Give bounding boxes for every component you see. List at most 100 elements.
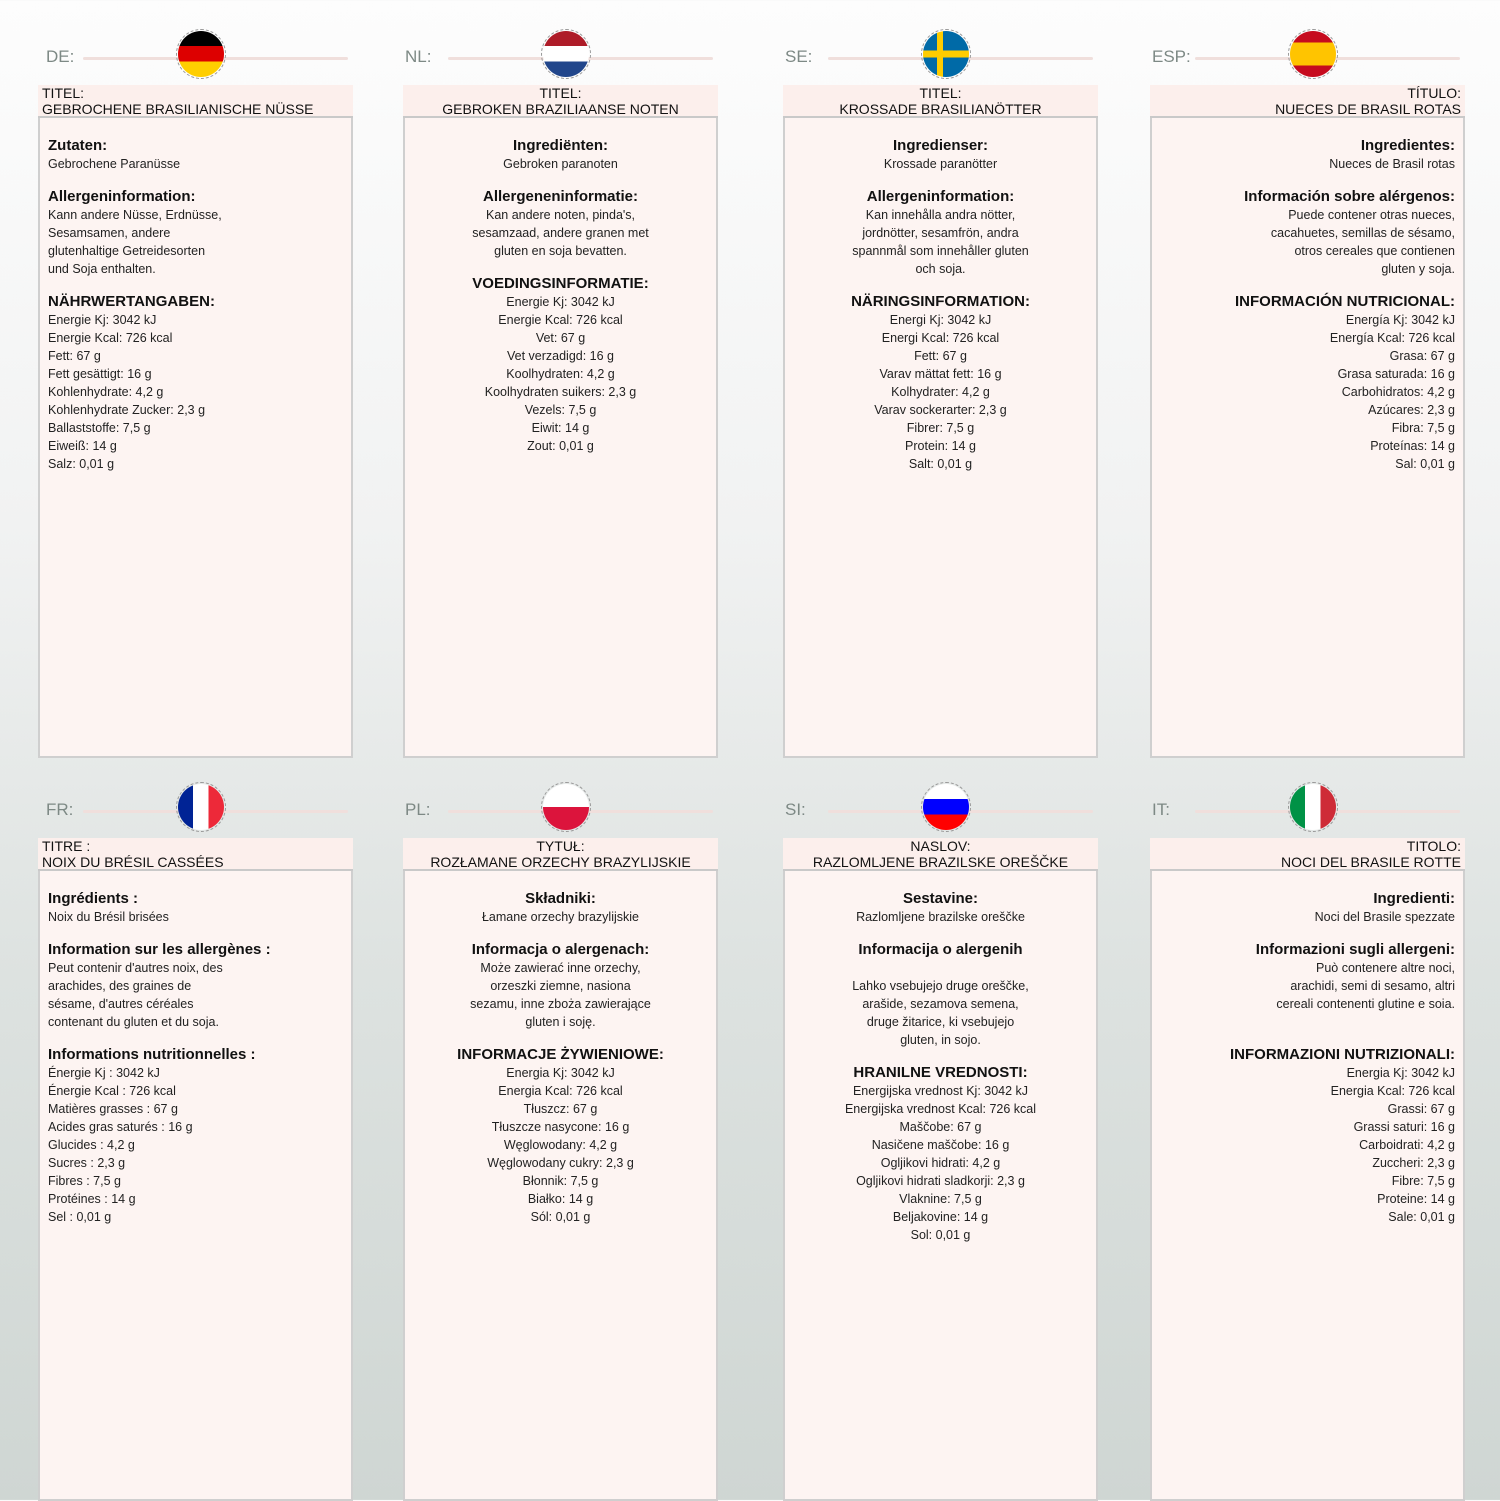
section-line: sésame, d'autres céréales [48,997,194,1011]
section-line: Carboidrati: 4,2 g [1359,1138,1455,1152]
section-heading: Ingredienser: [892,137,989,154]
content-box: Ingrediënten: Gebroken paranoten Allergene… [403,118,718,758]
section-line: Eiweiß: 14 g [48,439,117,453]
section-line: Energi Kcal: 726 kcal [881,331,1000,345]
section-heading: Zutaten: [48,137,108,154]
section: INFORMACIÓN NUTRICIONAL: Energía Kj: 3042… [1160,292,1455,473]
title-label: TITOLO: [1406,838,1461,854]
section-line: Fibra: 7,5 g [1391,421,1455,435]
section-heading: Składniki: [525,890,596,907]
section-line: Ballaststoffe: 7,5 g [48,421,151,435]
title-label: TITEL: [539,85,582,101]
product-title: NOIX DU BRÉSIL CASSÉES [42,854,224,870]
section-line: Energía Kj: 3042 kJ [1345,313,1455,327]
section-line: Grasa saturada: 16 g [1337,367,1455,381]
section-line: Proteine: 14 g [1377,1192,1455,1206]
section-line: sezamu, inne zboża zawierające [470,997,651,1011]
section-line: Węglowodany: 4,2 g [503,1138,618,1152]
title-label: NASLOV: [910,838,971,854]
section-line: Łamane orzechy brazylijskie [481,910,639,924]
section-line: Varav sockerarter: 2,3 g [874,403,1007,417]
section-line: cacahuetes, semillas de sésamo, [1270,226,1455,240]
panel-header: NL: [403,29,718,107]
section-line: Azúcares: 2,3 g [1368,403,1455,417]
section-line: Grassi saturi: 16 g [1353,1120,1455,1134]
section-line: gluten, in sojo. [900,1033,981,1047]
section-heading: Ingrédients : [48,890,139,907]
section: NÄHRWERTANGABEN: Energie Kj: 3042 kJ Energ… [48,292,343,473]
section-line: Sol: 0,01 g [910,1228,971,1242]
section-line: Salt: 0,01 g [908,457,973,471]
section-line: Ogljikovi hidrati: 4,2 g [880,1156,1001,1170]
title-box: TITEL: KROSSADE BRASILIANÖTTER [783,85,1098,118]
section-line: sesamzaad, andere granen met [472,226,649,240]
content-box: Sestavine: Razlomljene brazilske oreščke I… [783,871,1098,1501]
section-line: Energi Kj: 3042 kJ [889,313,992,327]
section-line: Nasičene maščobe: 16 g [871,1138,1010,1152]
section-line: Kann andere Nüsse, Erdnüsse, [48,208,222,222]
product-title: NUECES DE BRASIL ROTAS [1275,101,1461,117]
section-line: Krossade paranötter [883,157,998,171]
section-line: Energia Kcal: 726 kcal [498,1084,623,1098]
section-line: Sel : 0,01 g [48,1210,112,1224]
section-heading: Informazioni sugli allergeni: [1255,941,1455,958]
section: INFORMAZIONI NUTRIZIONALI: Energia Kj: 30… [1160,1045,1455,1226]
title-label: TITEL: [919,85,962,101]
section-heading: Allergeninformation: [48,188,196,205]
section-line: Gebrochene Paranüsse [48,157,181,171]
section-heading: Sestavine: [902,890,979,907]
section: Allergeninformation: Kan innehålla andra … [793,187,1088,278]
section-line: Razlomljene brazilske oreščke [856,910,1025,924]
title-box: TITRE : NOIX DU BRÉSIL CASSÉES [38,838,353,871]
product-title: GEBROCHENE BRASILIANISCHE NÜSSE [42,101,314,117]
section-line: Energijska vrednost Kcal: 726 kcal [844,1102,1037,1116]
section: VOEDINGSINFORMATIE: Energie Kj: 3042 kJ En… [413,274,708,455]
section-heading: Ingredientes: [1360,137,1455,154]
flag-nl-icon [541,29,591,79]
section-heading: Ingrediënten: [512,137,608,154]
section-line: arachidi, semi di sesamo, altri [1290,979,1455,993]
flag-it-icon [1288,782,1338,832]
language-code: IT: [1152,800,1170,819]
section-line: Varav mättat fett: 16 g [879,367,1002,381]
panel-header: FR: [38,782,353,860]
section: Ingredienser: Krossade paranötter [793,136,1088,173]
section: Ingrediënten: Gebroken paranoten [413,136,708,173]
section: Información sobre alérgenos: Puede conten… [1160,187,1455,278]
section-line: Energijska vrednost Kj: 3042 kJ [852,1084,1029,1098]
section-line: Maščobe: 67 g [899,1120,982,1134]
panel-header: SE: [783,29,1098,107]
section-heading: Information sur les allergènes : [48,941,271,958]
section-line: jordnötter, sesamfrön, andra [862,226,1019,240]
section-line: Koolhydraten: 4,2 g [506,367,615,381]
section-line: Noix du Brésil brisées [48,910,169,924]
section-line: Kan innehålla andra nötter, [865,208,1016,222]
section-line: Protein: 14 g [905,439,976,453]
flag-se-icon [921,29,971,79]
section-line: Può contenere altre noci, [1316,961,1455,975]
section-heading: INFORMACJE ŻYWIENIOWE: [457,1046,664,1063]
title-label: TITRE : [42,838,91,854]
section: NÄRINGSINFORMATION: Energi Kj: 3042 kJ Ene… [793,292,1088,473]
title-label: TITEL: [42,85,85,101]
section-line: Sól: 0,01 g [530,1210,591,1224]
section-heading: NÄHRWERTANGABEN: [48,293,215,310]
section-heading: Informacja o alergenach: [471,941,650,958]
section-heading: Informacija o alergenih [858,941,1023,958]
language-code: PL: [405,800,431,819]
section-heading: Allergeneninformatie: [482,188,639,205]
content-box: Ingredientes: Nueces de Brasil rotas Infor… [1150,118,1465,758]
section-line: Energie Kj: 3042 kJ [48,313,157,327]
section-line: arašide, sezamova semena, [862,997,1019,1011]
section-line: och soja. [915,262,966,276]
section: Informacija o alergenih Lahko vsebujejo d… [793,940,1088,1049]
flag-de-icon [176,29,226,79]
section-line: Energie Kj: 3042 kJ [506,295,615,309]
section-line: Sucres : 2,3 g [48,1156,126,1170]
section-line: Vet: 67 g [535,331,586,345]
section-line: Glucides : 4,2 g [48,1138,135,1152]
section: Information sur les allergènes : Peut con… [48,940,343,1031]
section-line [1160,1013,1455,1031]
section-line: gluten i soję. [525,1015,596,1029]
title-box: TITEL: GEBROCHENE BRASILIANISCHE NÜSSE [38,85,353,118]
